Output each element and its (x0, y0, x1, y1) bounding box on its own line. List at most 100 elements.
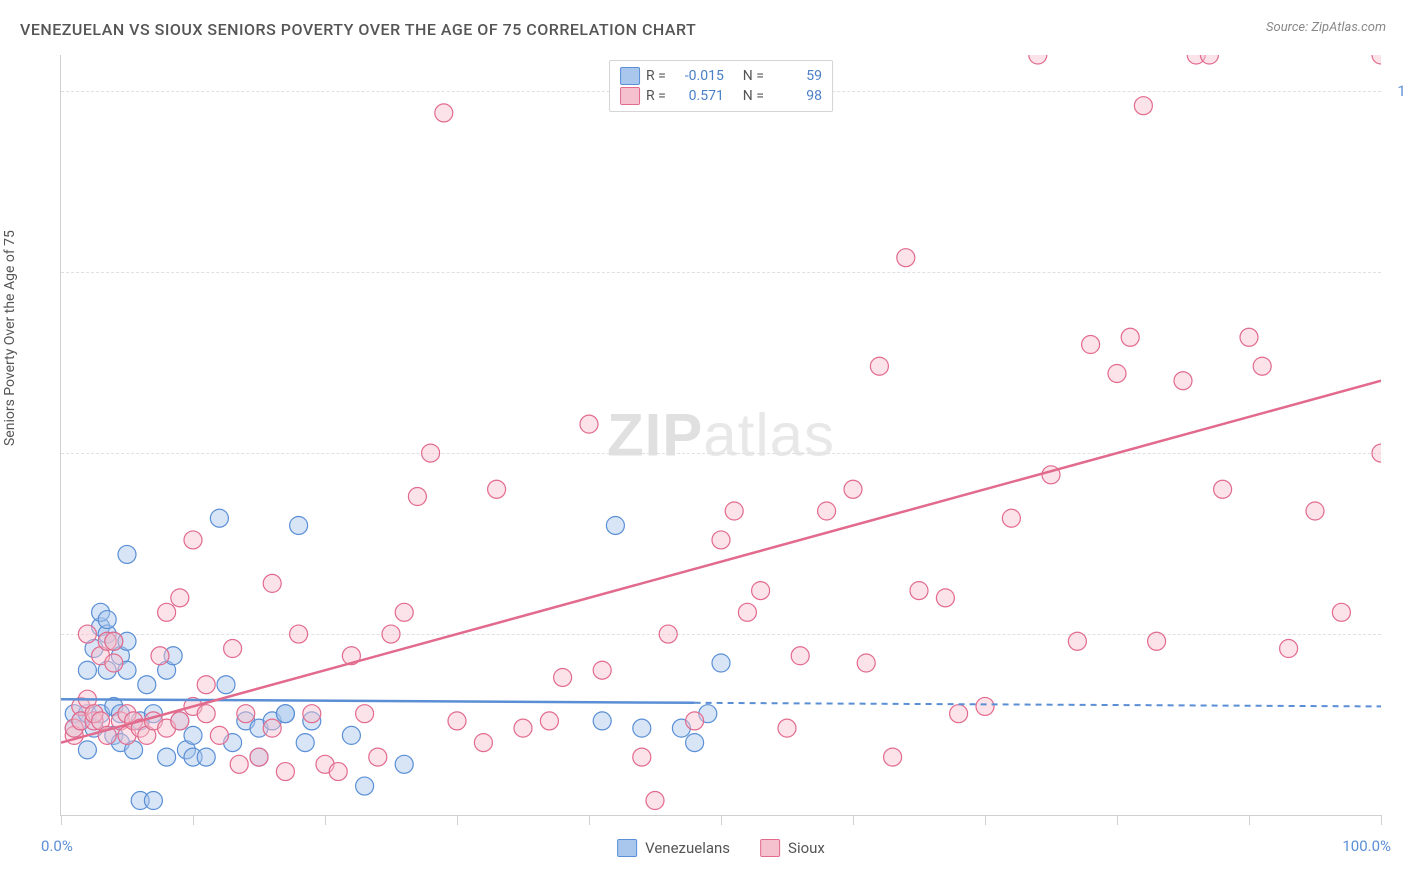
x-tick-mark-10 (193, 815, 194, 825)
point-sioux (686, 712, 704, 730)
point-sioux (593, 661, 611, 679)
point-sioux (1200, 55, 1218, 64)
point-sioux (1068, 632, 1086, 650)
point-venezuelans (197, 748, 215, 766)
x-tick-mark-0 (61, 815, 62, 825)
point-venezuelans (78, 661, 96, 679)
point-sioux (1002, 509, 1020, 527)
legend-item-venezuelans: Venezuelans (617, 839, 730, 857)
trend-line-venezuelans (61, 699, 695, 703)
point-sioux (752, 582, 770, 600)
trend-line-sioux (61, 381, 1381, 743)
x-tick-0: 0.0% (41, 837, 73, 855)
point-sioux (105, 632, 123, 650)
point-sioux (1280, 640, 1298, 658)
point-venezuelans (633, 719, 651, 737)
n-label: N = (743, 68, 764, 84)
point-venezuelans (296, 734, 314, 752)
point-sioux (659, 625, 677, 643)
point-venezuelans (356, 777, 374, 795)
point-sioux (369, 748, 387, 766)
point-venezuelans (210, 509, 228, 527)
point-sioux (1148, 632, 1166, 650)
point-sioux (171, 589, 189, 607)
point-sioux (1029, 55, 1047, 64)
point-sioux (950, 705, 968, 723)
point-sioux (1082, 336, 1100, 354)
point-sioux (1108, 364, 1126, 382)
point-sioux (1134, 97, 1152, 115)
point-sioux (725, 502, 743, 520)
r-label: R = (646, 88, 666, 104)
point-sioux (633, 748, 651, 766)
x-tick-mark-60 (853, 815, 854, 825)
point-sioux (778, 719, 796, 737)
point-sioux (197, 676, 215, 694)
point-sioux (1214, 480, 1232, 498)
x-tick-mark-100 (1381, 815, 1382, 825)
point-sioux (171, 712, 189, 730)
swatch-venezuelans (620, 67, 640, 85)
point-sioux (382, 625, 400, 643)
scatter-svg (61, 55, 1381, 815)
point-sioux (158, 603, 176, 621)
point-venezuelans (686, 734, 704, 752)
x-tick-mark-40 (589, 815, 590, 825)
point-sioux (1174, 372, 1192, 390)
point-sioux (580, 415, 598, 433)
legend-row-sioux: R = 0.571 N = 98 (620, 87, 822, 105)
point-sioux (910, 582, 928, 600)
swatch-sioux-icon (760, 839, 780, 857)
point-sioux (554, 668, 572, 686)
point-venezuelans (158, 748, 176, 766)
r-value-venezuelans: -0.015 (676, 68, 724, 84)
point-sioux (884, 748, 902, 766)
point-sioux (408, 488, 426, 506)
series-legend: Venezuelans Sioux (617, 839, 825, 857)
x-tick-mark-90 (1249, 815, 1250, 825)
point-sioux (488, 480, 506, 498)
point-sioux (474, 734, 492, 752)
point-sioux (329, 763, 347, 781)
point-sioux (844, 480, 862, 498)
point-sioux (78, 625, 96, 643)
point-sioux (1372, 444, 1381, 462)
point-sioux (448, 712, 466, 730)
point-venezuelans (98, 611, 116, 629)
point-venezuelans (138, 676, 156, 694)
point-sioux (791, 647, 809, 665)
point-sioux (897, 249, 915, 267)
point-sioux (857, 654, 875, 672)
x-tick-mark-80 (1117, 815, 1118, 825)
point-sioux (263, 719, 281, 737)
n-label: N = (743, 88, 764, 104)
source-name: ZipAtlas.com (1311, 20, 1386, 35)
point-sioux (646, 792, 664, 810)
point-venezuelans (78, 741, 96, 759)
point-sioux (230, 755, 248, 773)
x-tick-mark-70 (985, 815, 986, 825)
point-venezuelans (276, 705, 294, 723)
point-sioux (1306, 502, 1324, 520)
point-sioux (514, 719, 532, 737)
point-sioux (237, 705, 255, 723)
r-label: R = (646, 68, 666, 84)
point-sioux (303, 705, 321, 723)
point-sioux (422, 444, 440, 462)
point-venezuelans (144, 792, 162, 810)
point-sioux (870, 357, 888, 375)
point-venezuelans (342, 726, 360, 744)
legend-label-sioux: Sioux (788, 839, 825, 857)
point-sioux (184, 531, 202, 549)
point-venezuelans (395, 755, 413, 773)
point-sioux (738, 603, 756, 621)
plot-area: ZIPatlas R = -0.015 N = 59 R = 0.571 N =… (60, 55, 1381, 816)
legend-item-sioux: Sioux (760, 839, 825, 857)
y-axis-label: Seniors Poverty Over the Age of 75 (2, 230, 18, 446)
point-sioux (976, 697, 994, 715)
point-venezuelans (712, 654, 730, 672)
point-sioux (818, 502, 836, 520)
point-sioux (1121, 328, 1139, 346)
point-venezuelans (184, 726, 202, 744)
x-tick-100: 100.0% (1342, 837, 1391, 855)
